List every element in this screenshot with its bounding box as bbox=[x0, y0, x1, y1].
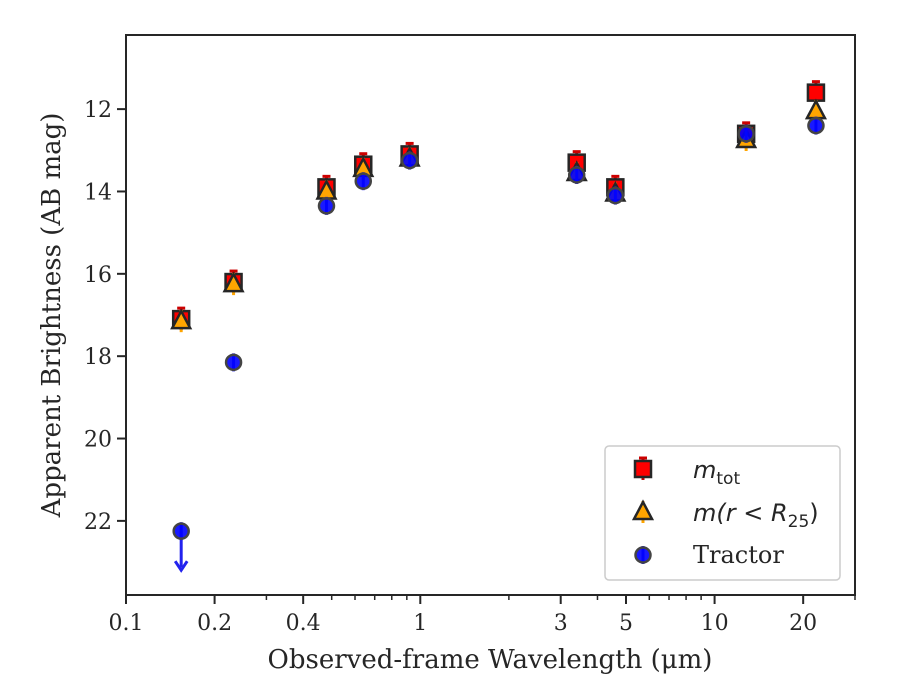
tractor-point bbox=[317, 197, 336, 215]
x-tick-label: 0.2 bbox=[197, 611, 232, 636]
x-axis-ticks: 0.1 0.2 0.4 1 3 5 10 20 bbox=[109, 595, 856, 636]
tractor-point bbox=[737, 125, 755, 143]
legend-label-m-r25: m(r < R25) bbox=[693, 499, 819, 532]
x-tick-label: 1 bbox=[413, 611, 427, 636]
tractor-point bbox=[606, 186, 625, 205]
tractor-point bbox=[224, 353, 243, 372]
tractor-point bbox=[567, 166, 586, 184]
x-tick-label: 3 bbox=[554, 611, 568, 636]
y-axis-label: Apparent Brightness (AB mag) bbox=[37, 113, 67, 519]
y-tick-label: 12 bbox=[84, 98, 112, 123]
x-tick-label: 0.4 bbox=[286, 611, 321, 636]
mtot-point bbox=[806, 83, 826, 102]
x-axis-label: Observed-frame Wavelength (μm) bbox=[268, 645, 713, 675]
legend-marker-m-r25 bbox=[631, 499, 655, 521]
legend-marker-mtot bbox=[633, 459, 653, 479]
y-tick-label: 20 bbox=[84, 428, 112, 453]
x-tick-label: 5 bbox=[619, 611, 633, 636]
series-tractor bbox=[172, 116, 825, 573]
y-tick-label: 22 bbox=[84, 510, 112, 535]
x-tick-label: 20 bbox=[789, 611, 817, 636]
plot-frame bbox=[125, 34, 856, 596]
m-r25-point bbox=[222, 271, 245, 293]
tractor-point bbox=[172, 522, 190, 540]
data-markers bbox=[170, 80, 828, 573]
legend-marker-tractor bbox=[634, 546, 652, 564]
y-tick-label: 16 bbox=[84, 263, 112, 288]
x-tick-label: 0.1 bbox=[109, 611, 144, 636]
y-tick-label: 18 bbox=[84, 345, 112, 370]
legend-label-tractor: Tractor bbox=[693, 541, 784, 569]
legend: mtot m(r < R25) Tractor bbox=[604, 445, 841, 581]
tractor-point bbox=[807, 116, 825, 135]
y-tick-label: 14 bbox=[84, 180, 112, 205]
tractor-point bbox=[354, 172, 373, 190]
x-tick-label: 10 bbox=[701, 611, 729, 636]
legend-box bbox=[604, 445, 841, 581]
m-r25-point bbox=[170, 308, 193, 330]
tractor-point-upper-limit-head bbox=[173, 560, 189, 573]
legend-label-mtot: mtot bbox=[693, 456, 740, 489]
tractor-point bbox=[400, 151, 419, 170]
y-axis-ticks: 12 14 16 18 20 22 bbox=[84, 98, 126, 535]
